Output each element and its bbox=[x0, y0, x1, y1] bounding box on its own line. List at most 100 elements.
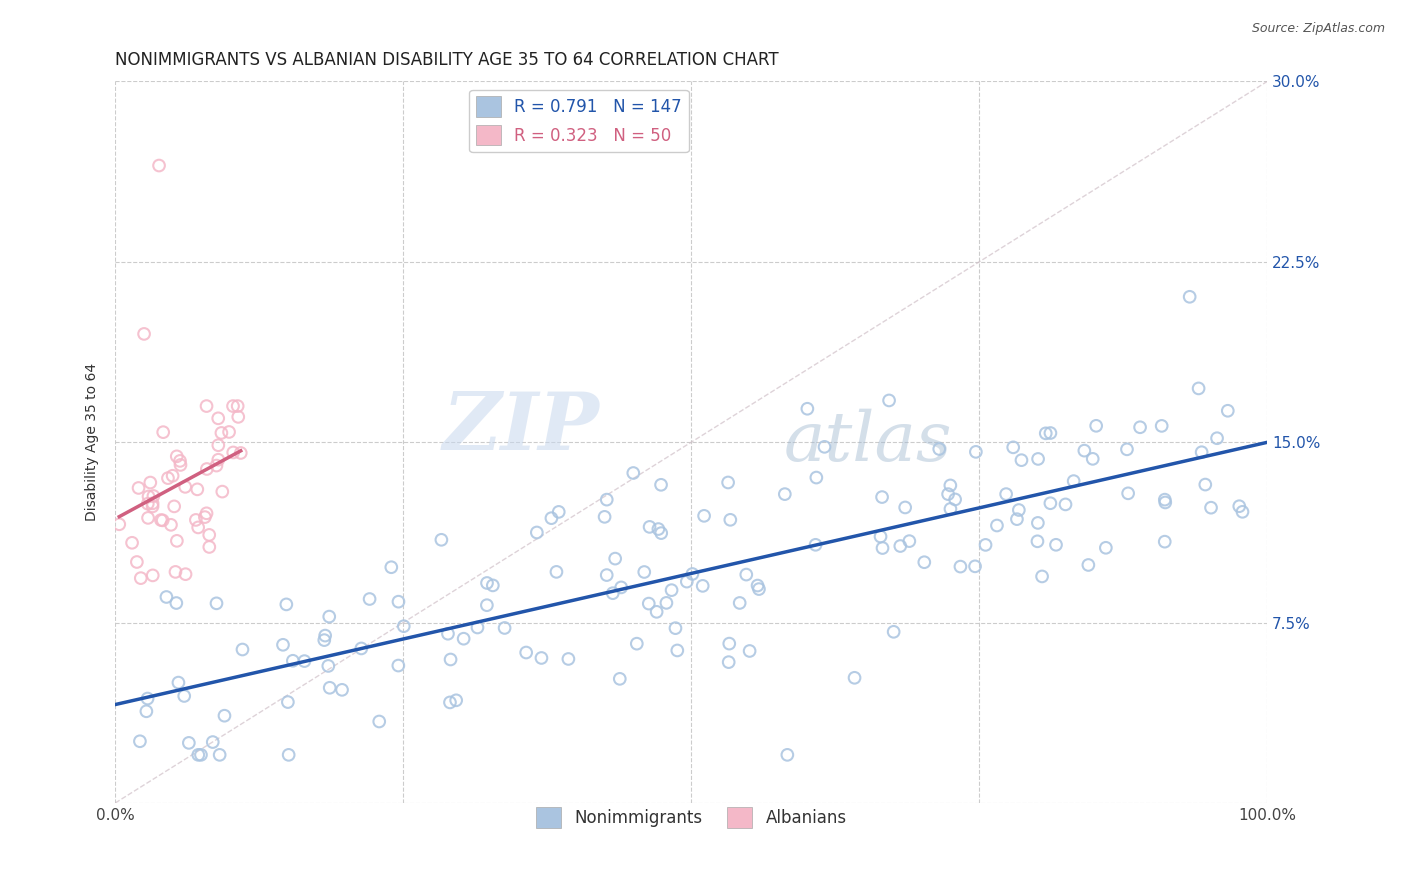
Point bbox=[626, 637, 648, 651]
Point bbox=[475, 576, 498, 591]
Point bbox=[319, 681, 342, 695]
Point bbox=[596, 492, 619, 507]
Point bbox=[169, 458, 191, 472]
Point bbox=[163, 500, 186, 514]
Point bbox=[350, 641, 373, 656]
Point bbox=[748, 582, 770, 596]
Point bbox=[482, 578, 505, 592]
Point bbox=[173, 689, 195, 703]
Point bbox=[277, 695, 299, 709]
Text: Source: ZipAtlas.com: Source: ZipAtlas.com bbox=[1251, 22, 1385, 36]
Point bbox=[129, 734, 152, 748]
Point bbox=[728, 596, 751, 610]
Point bbox=[889, 539, 911, 553]
Point bbox=[1026, 451, 1049, 466]
Point bbox=[1008, 503, 1031, 517]
Point bbox=[330, 682, 353, 697]
Point bbox=[1031, 569, 1053, 583]
Point bbox=[1199, 500, 1222, 515]
Point bbox=[190, 747, 212, 762]
Point bbox=[717, 655, 740, 669]
Point bbox=[1206, 431, 1229, 445]
Point bbox=[207, 438, 229, 452]
Point bbox=[207, 411, 229, 425]
Point bbox=[222, 399, 245, 413]
Point bbox=[1077, 558, 1099, 572]
Point bbox=[318, 609, 340, 624]
Point bbox=[804, 538, 827, 552]
Point bbox=[610, 581, 633, 595]
Point bbox=[1191, 445, 1213, 459]
Point bbox=[1216, 403, 1239, 417]
Point bbox=[184, 513, 207, 527]
Point bbox=[135, 704, 157, 718]
Point bbox=[214, 708, 236, 723]
Point bbox=[281, 654, 304, 668]
Point bbox=[1073, 443, 1095, 458]
Point bbox=[692, 579, 714, 593]
Point bbox=[392, 619, 415, 633]
Point bbox=[1232, 505, 1254, 519]
Point bbox=[675, 574, 697, 589]
Point bbox=[1005, 512, 1028, 526]
Point bbox=[877, 393, 900, 408]
Point bbox=[928, 442, 950, 456]
Point bbox=[138, 490, 160, 504]
Point bbox=[638, 520, 661, 534]
Point bbox=[439, 695, 461, 709]
Point bbox=[718, 637, 741, 651]
Point bbox=[276, 598, 298, 612]
Point bbox=[277, 747, 299, 762]
Point bbox=[650, 526, 672, 541]
Point bbox=[515, 646, 537, 660]
Point bbox=[194, 510, 217, 524]
Point bbox=[166, 450, 188, 464]
Point bbox=[1194, 477, 1216, 491]
Point bbox=[152, 513, 174, 527]
Point bbox=[647, 522, 669, 536]
Point bbox=[166, 533, 188, 548]
Point bbox=[1227, 500, 1250, 514]
Point bbox=[231, 642, 253, 657]
Point bbox=[444, 693, 467, 707]
Point bbox=[205, 596, 228, 610]
Point bbox=[201, 735, 224, 749]
Point bbox=[142, 568, 165, 582]
Point bbox=[735, 567, 758, 582]
Point bbox=[387, 658, 409, 673]
Point bbox=[870, 490, 893, 504]
Point bbox=[1178, 290, 1201, 304]
Point bbox=[546, 565, 568, 579]
Point bbox=[1085, 418, 1108, 433]
Point bbox=[195, 506, 218, 520]
Point bbox=[437, 626, 460, 640]
Point bbox=[645, 605, 668, 619]
Point bbox=[207, 452, 229, 467]
Point bbox=[142, 489, 165, 503]
Point bbox=[139, 475, 162, 490]
Point bbox=[1063, 474, 1085, 488]
Point bbox=[129, 571, 152, 585]
Point bbox=[995, 487, 1018, 501]
Point bbox=[195, 462, 218, 476]
Point bbox=[894, 500, 917, 515]
Point bbox=[128, 481, 150, 495]
Point bbox=[557, 652, 579, 666]
Point bbox=[368, 714, 391, 729]
Point bbox=[1095, 541, 1118, 555]
Point bbox=[125, 555, 148, 569]
Point bbox=[1035, 426, 1057, 441]
Point bbox=[747, 578, 769, 592]
Point bbox=[912, 555, 935, 569]
Point bbox=[1129, 420, 1152, 434]
Point bbox=[187, 520, 209, 534]
Point bbox=[593, 509, 616, 524]
Point bbox=[165, 565, 187, 579]
Point bbox=[898, 534, 921, 549]
Point bbox=[108, 517, 131, 532]
Point bbox=[162, 468, 184, 483]
Point bbox=[121, 536, 143, 550]
Point bbox=[148, 159, 170, 173]
Point bbox=[494, 621, 516, 635]
Point bbox=[1026, 516, 1049, 530]
